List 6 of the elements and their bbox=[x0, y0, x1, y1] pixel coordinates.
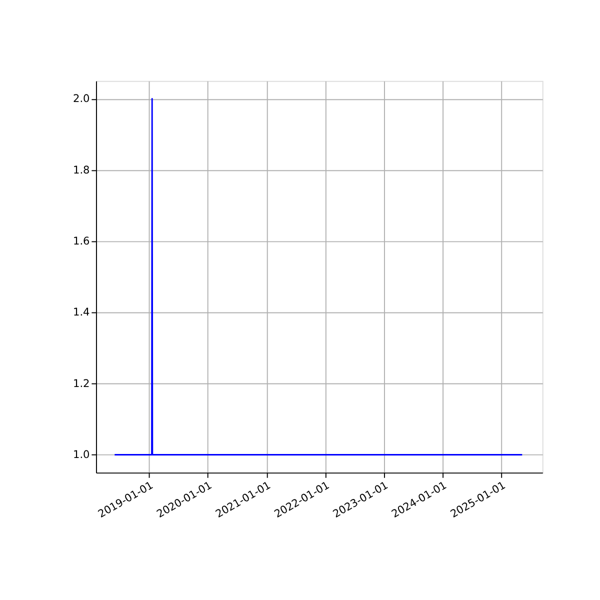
y-tick-label: 1.6 bbox=[72, 235, 90, 248]
y-tick-label: 1.4 bbox=[72, 306, 90, 319]
y-tick-label: 1.0 bbox=[72, 449, 90, 462]
y-tick-label: 1.2 bbox=[72, 378, 90, 390]
y-tick-label: 2.0 bbox=[72, 93, 90, 106]
y-tick-label: 1.8 bbox=[72, 164, 90, 176]
